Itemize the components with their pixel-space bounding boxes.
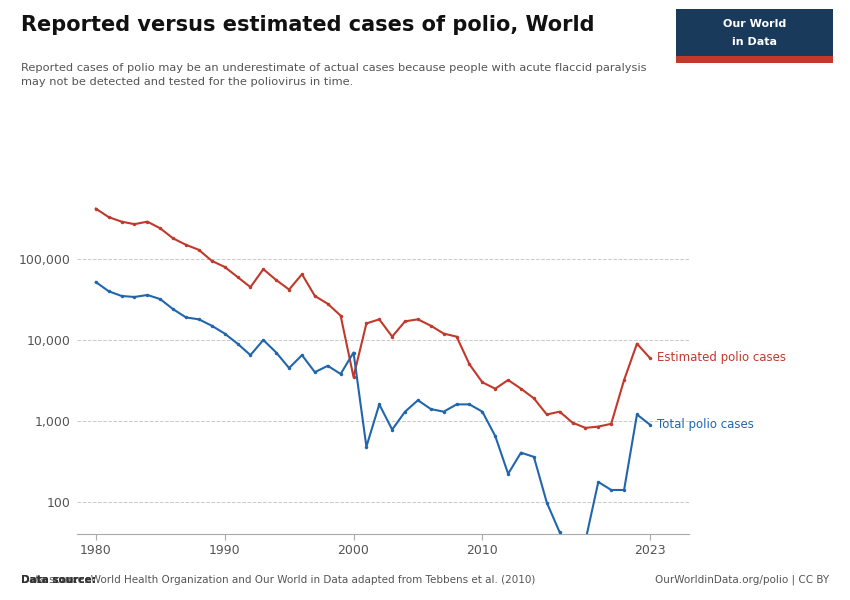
Text: Estimated polio cases: Estimated polio cases [657, 352, 785, 364]
Text: Our World: Our World [722, 19, 786, 29]
Text: Reported cases of polio may be an underestimate of actual cases because people w: Reported cases of polio may be an undere… [21, 63, 647, 87]
Text: Total polio cases: Total polio cases [657, 418, 754, 431]
Text: Data source:: Data source: [21, 575, 96, 585]
Text: OurWorldinData.org/polio | CC BY: OurWorldinData.org/polio | CC BY [654, 575, 829, 585]
Text: Data source:: Data source: [21, 575, 96, 585]
Text: Reported versus estimated cases of polio, World: Reported versus estimated cases of polio… [21, 15, 595, 35]
Text: Data source: World Health Organization and Our World in Data adapted from Tebben: Data source: World Health Organization a… [21, 575, 536, 585]
Text: in Data: in Data [732, 37, 777, 47]
